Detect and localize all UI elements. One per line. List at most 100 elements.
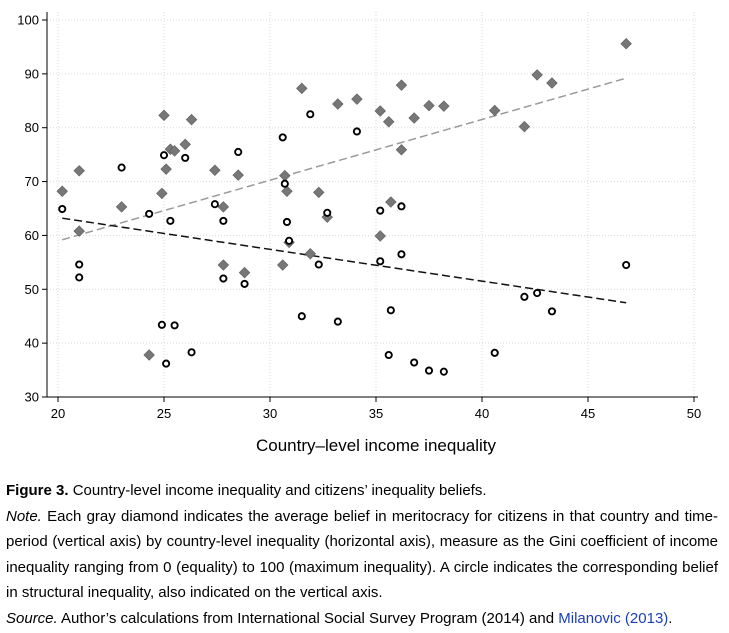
diamond-point bbox=[620, 37, 632, 50]
diamond-point bbox=[546, 77, 558, 89]
diamond-point bbox=[518, 120, 531, 133]
x-axis-label: Country–level income inequality bbox=[256, 436, 497, 455]
diamond-point bbox=[385, 196, 397, 208]
caption-title-line: Figure 3. Country-level income inequalit… bbox=[6, 478, 718, 504]
circle-point bbox=[187, 348, 196, 357]
diamond-point bbox=[304, 248, 317, 260]
source-text: Author’s calculations from International… bbox=[61, 609, 559, 627]
source-end: . bbox=[668, 609, 673, 627]
figure-label: Figure 3. bbox=[6, 482, 69, 499]
circle-point bbox=[170, 321, 179, 330]
y-tick-label: 80 bbox=[25, 120, 39, 135]
circle-point bbox=[145, 209, 154, 218]
circle-point bbox=[219, 216, 228, 225]
circle-point bbox=[297, 312, 306, 321]
fit-lines bbox=[62, 77, 627, 304]
diamond-point bbox=[374, 105, 386, 117]
diamond-point bbox=[488, 104, 501, 117]
diamond-point bbox=[408, 112, 420, 124]
circle-point bbox=[75, 273, 84, 282]
x-tick-label: 50 bbox=[687, 406, 701, 421]
circle-point bbox=[547, 307, 557, 316]
diamond-point bbox=[531, 69, 543, 81]
circle-point bbox=[533, 289, 542, 298]
grid-lines bbox=[47, 12, 698, 397]
x-tick-label: 35 bbox=[369, 406, 383, 421]
circle-point bbox=[157, 320, 166, 329]
diamond-point bbox=[238, 266, 251, 279]
diamond-point bbox=[296, 82, 308, 95]
circle-point bbox=[384, 350, 393, 360]
circle-point bbox=[352, 127, 361, 136]
scatter-chart: 30 40 50 60 70 80 90 100 20 25 30 35 40 45 50 Country–… bbox=[17, 12, 701, 455]
diamond-point bbox=[423, 99, 435, 112]
circle-point bbox=[386, 306, 395, 315]
circle-point bbox=[219, 274, 228, 283]
x-tick-label: 30 bbox=[263, 406, 277, 421]
circle-point bbox=[117, 163, 126, 172]
circle-point bbox=[424, 366, 434, 375]
circle-point bbox=[234, 147, 243, 156]
y-tick-label: 100 bbox=[17, 13, 39, 28]
circle-point bbox=[181, 153, 190, 162]
diamond-point bbox=[382, 116, 395, 128]
diamond-point bbox=[217, 201, 230, 213]
circle-point bbox=[162, 359, 171, 368]
circle-point bbox=[278, 133, 287, 142]
diamond-point bbox=[395, 144, 408, 156]
x-tick-label: 40 bbox=[475, 406, 489, 421]
circle-point bbox=[75, 260, 84, 269]
circle-point bbox=[210, 200, 219, 209]
diamond-point bbox=[73, 165, 85, 177]
diamond-point bbox=[185, 113, 198, 126]
diamond-point bbox=[395, 79, 408, 91]
diamond-point bbox=[115, 201, 128, 213]
figure-title: Country-level income inequality and citi… bbox=[72, 482, 487, 499]
note-text: Each gray diamond indicates the average … bbox=[6, 507, 718, 602]
diamond-point bbox=[143, 349, 155, 361]
circle-point bbox=[397, 250, 406, 259]
diamond-point bbox=[168, 145, 181, 157]
y-tick-label: 40 bbox=[25, 336, 39, 351]
diamond-point bbox=[156, 187, 168, 200]
circle-point bbox=[520, 292, 529, 301]
circle-point bbox=[490, 348, 499, 357]
source-label: Source. bbox=[6, 609, 58, 627]
diamond-point bbox=[56, 185, 68, 197]
diamond-point bbox=[160, 163, 172, 175]
circle-point bbox=[306, 110, 315, 119]
circle-point bbox=[410, 358, 419, 367]
diamond-point bbox=[217, 259, 230, 271]
caption-note: Note. Each gray diamond indicates the av… bbox=[6, 504, 718, 606]
circle-point bbox=[282, 217, 292, 227]
y-tick-label: 70 bbox=[25, 174, 39, 189]
diamond-point bbox=[279, 169, 291, 182]
diamond-point bbox=[321, 211, 333, 223]
y-tick-label: 30 bbox=[25, 390, 39, 405]
data-points bbox=[56, 37, 632, 376]
diamond-point bbox=[232, 169, 244, 181]
diamond-point bbox=[351, 93, 363, 105]
y-tick-label: 50 bbox=[25, 282, 39, 297]
diamond-point bbox=[158, 109, 170, 122]
note-label: Note. bbox=[6, 507, 42, 525]
source-link[interactable]: Milanovic (2013) bbox=[558, 609, 669, 627]
circle-point bbox=[397, 202, 406, 211]
circle-point bbox=[323, 208, 332, 217]
x-tick-label: 20 bbox=[51, 406, 65, 421]
x-tick-label: 25 bbox=[157, 406, 171, 421]
circle-point bbox=[314, 260, 323, 269]
circle-point bbox=[159, 151, 169, 160]
circle-point bbox=[240, 279, 249, 288]
diamond-point bbox=[313, 186, 325, 199]
diamond-point bbox=[73, 225, 85, 237]
circle-point bbox=[166, 216, 175, 225]
diamond-point bbox=[438, 100, 450, 112]
circle-point bbox=[376, 206, 385, 215]
circle-point bbox=[376, 257, 385, 266]
structural-fit-line bbox=[62, 217, 627, 304]
circle-point bbox=[439, 367, 448, 376]
figure-caption: Figure 3. Country-level income inequalit… bbox=[6, 478, 718, 631]
diamond-point bbox=[276, 259, 289, 271]
meritocracy-fit-line bbox=[62, 77, 627, 241]
